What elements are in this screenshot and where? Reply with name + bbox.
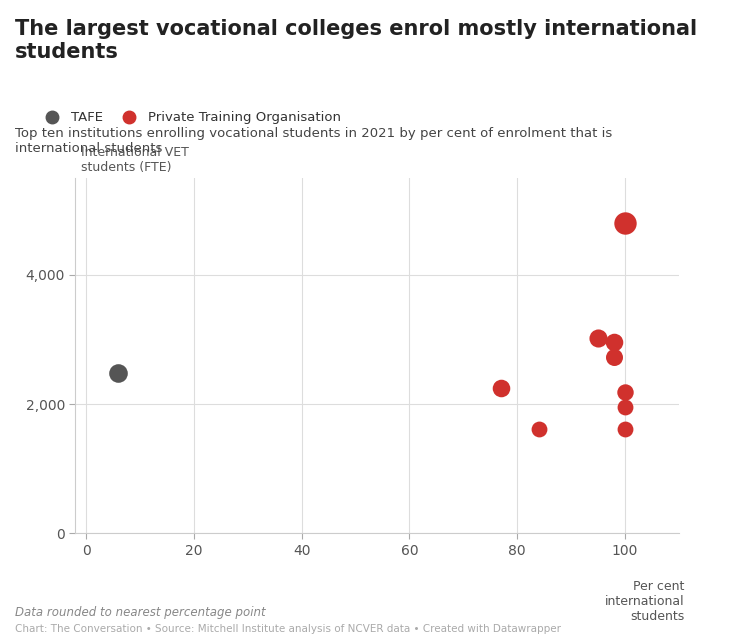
Text: The largest vocational colleges enrol mostly international
students: The largest vocational colleges enrol mo… bbox=[15, 19, 697, 62]
Text: Chart: The Conversation • Source: Mitchell Institute analysis of NCVER data • Cr: Chart: The Conversation • Source: Mitche… bbox=[15, 624, 561, 634]
Point bbox=[619, 387, 631, 398]
Point bbox=[619, 424, 631, 434]
Point bbox=[532, 424, 544, 434]
Point bbox=[112, 368, 124, 378]
Text: Data rounded to nearest percentage point: Data rounded to nearest percentage point bbox=[15, 606, 265, 619]
Text: International VET
students (FTE): International VET students (FTE) bbox=[81, 146, 189, 174]
Legend: TAFE, Private Training Organisation: TAFE, Private Training Organisation bbox=[34, 106, 346, 130]
Text: Per cent
international
students: Per cent international students bbox=[605, 580, 685, 623]
Point bbox=[608, 352, 620, 362]
Point bbox=[608, 337, 620, 347]
Text: Top ten institutions enrolling vocational students in 2021 by per cent of enrolm: Top ten institutions enrolling vocationa… bbox=[15, 127, 612, 155]
Point bbox=[495, 383, 507, 393]
Point bbox=[619, 401, 631, 411]
Point bbox=[619, 218, 631, 228]
Point bbox=[592, 333, 604, 344]
